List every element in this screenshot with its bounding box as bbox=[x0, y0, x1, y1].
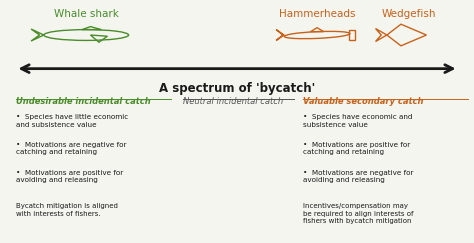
Text: Valuable secondary catch: Valuable secondary catch bbox=[303, 97, 423, 106]
Text: Hammerheads: Hammerheads bbox=[279, 9, 356, 19]
Text: A spectrum of 'bycatch': A spectrum of 'bycatch' bbox=[159, 82, 315, 95]
Text: Undesirable incidental catch: Undesirable incidental catch bbox=[16, 97, 150, 106]
Text: 🦈: 🦈 bbox=[80, 30, 92, 49]
Text: •  Species have economic and
subsistence value: • Species have economic and subsistence … bbox=[303, 114, 412, 128]
Text: Wedgefish: Wedgefish bbox=[382, 9, 436, 19]
Text: •  Species have little economic
and subsistence value: • Species have little economic and subsi… bbox=[16, 114, 128, 128]
Text: •  Motivations are negative for
avoiding and releasing: • Motivations are negative for avoiding … bbox=[303, 170, 413, 183]
Text: •  Motivations are positive for
catching and retaining: • Motivations are positive for catching … bbox=[303, 142, 410, 156]
Text: Whale shark: Whale shark bbox=[54, 9, 118, 19]
Text: Bycatch mitigation is aligned
with interests of fishers.: Bycatch mitigation is aligned with inter… bbox=[16, 203, 118, 217]
Text: •  Motivations are positive for
avoiding and releasing: • Motivations are positive for avoiding … bbox=[16, 170, 123, 183]
Text: •  Motivations are negative for
catching and retaining: • Motivations are negative for catching … bbox=[16, 142, 126, 156]
Text: Incentives/compensation may
be required to align interests of
fishers with bycat: Incentives/compensation may be required … bbox=[303, 203, 413, 224]
Text: Neutral incidental catch: Neutral incidental catch bbox=[183, 97, 283, 106]
